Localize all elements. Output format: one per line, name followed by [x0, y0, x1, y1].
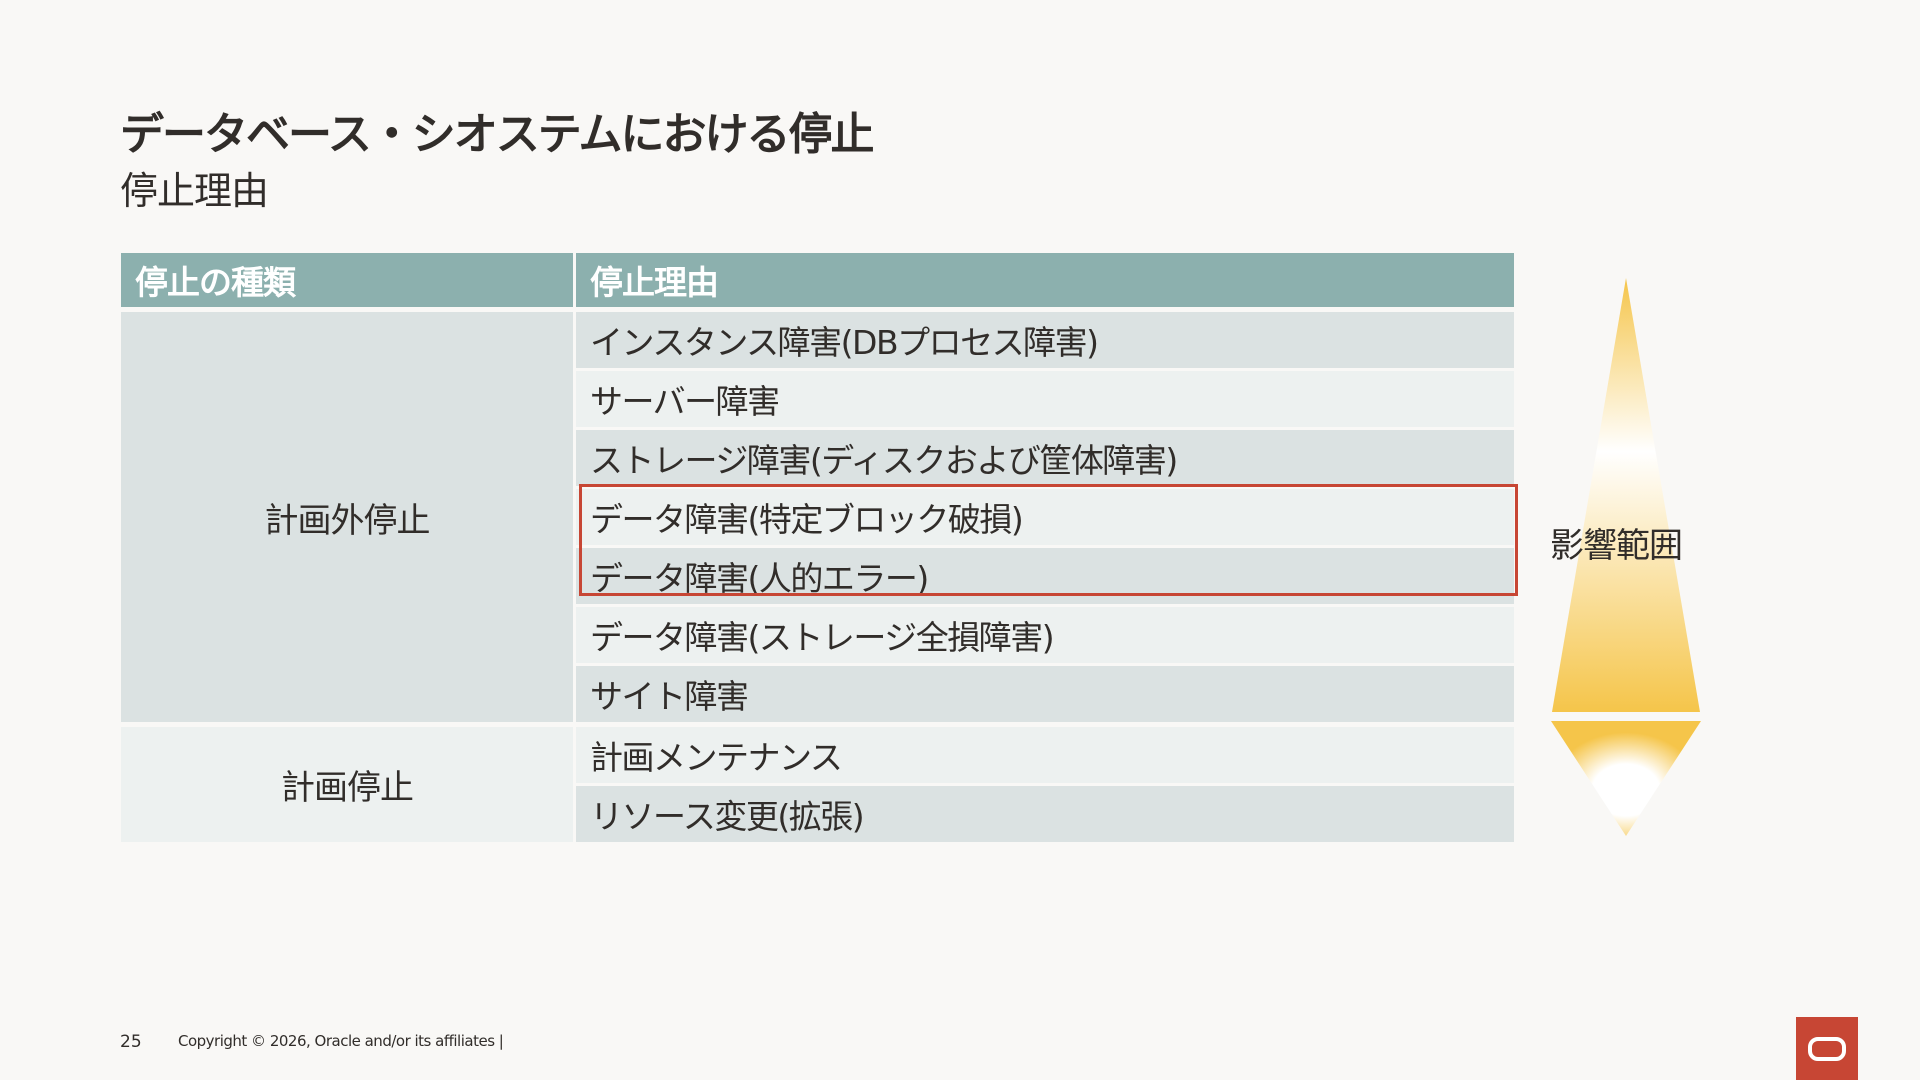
table-row: インスタンス障害(DBプロセス障害): [576, 312, 1514, 368]
outage-reasons-table: 停止の種類 停止理由 計画外停止 インスタンス障害(DBプロセス障害) サーバー…: [121, 253, 1514, 842]
header-outage-type: 停止の種類: [121, 253, 576, 307]
reason-list: 計画メンテナンス リソース変更(拡張): [576, 727, 1514, 842]
table-row: リソース変更(拡張): [576, 783, 1514, 842]
category-unplanned: 計画外停止: [121, 312, 576, 722]
table-row: データ障害(ストレージ全損障害): [576, 604, 1514, 663]
slide-title: データベース・シオステムにおける停止: [120, 109, 874, 160]
table-row: ストレージ障害(ディスクおよび筐体障害): [576, 427, 1514, 486]
page-number: 25: [120, 1032, 142, 1052]
table-row: データ障害(人的エラー): [576, 545, 1514, 604]
impact-scope-beam-icon: [1551, 278, 1701, 836]
group-unplanned: 計画外停止 インスタンス障害(DBプロセス障害) サーバー障害 ストレージ障害(…: [121, 307, 1514, 722]
group-planned: 計画停止 計画メンテナンス リソース変更(拡張): [121, 722, 1514, 842]
slide-subtitle: 停止理由: [120, 169, 269, 213]
table-row: 計画メンテナンス: [576, 727, 1514, 783]
reason-list: インスタンス障害(DBプロセス障害) サーバー障害 ストレージ障害(ディスクおよ…: [576, 312, 1514, 722]
header-outage-reason: 停止理由: [576, 253, 1514, 307]
table-header: 停止の種類 停止理由: [121, 253, 1514, 307]
table-row: サーバー障害: [576, 368, 1514, 427]
impact-scope-label: 影響範囲: [1550, 526, 1683, 566]
table-row: サイト障害: [576, 663, 1514, 722]
table-row: データ障害(特定ブロック破損): [576, 486, 1514, 545]
category-planned: 計画停止: [121, 727, 576, 842]
copyright-text: Copyright © 2026, Oracle and/or its affi…: [178, 1032, 504, 1050]
oracle-logo-icon: [1796, 1017, 1858, 1080]
